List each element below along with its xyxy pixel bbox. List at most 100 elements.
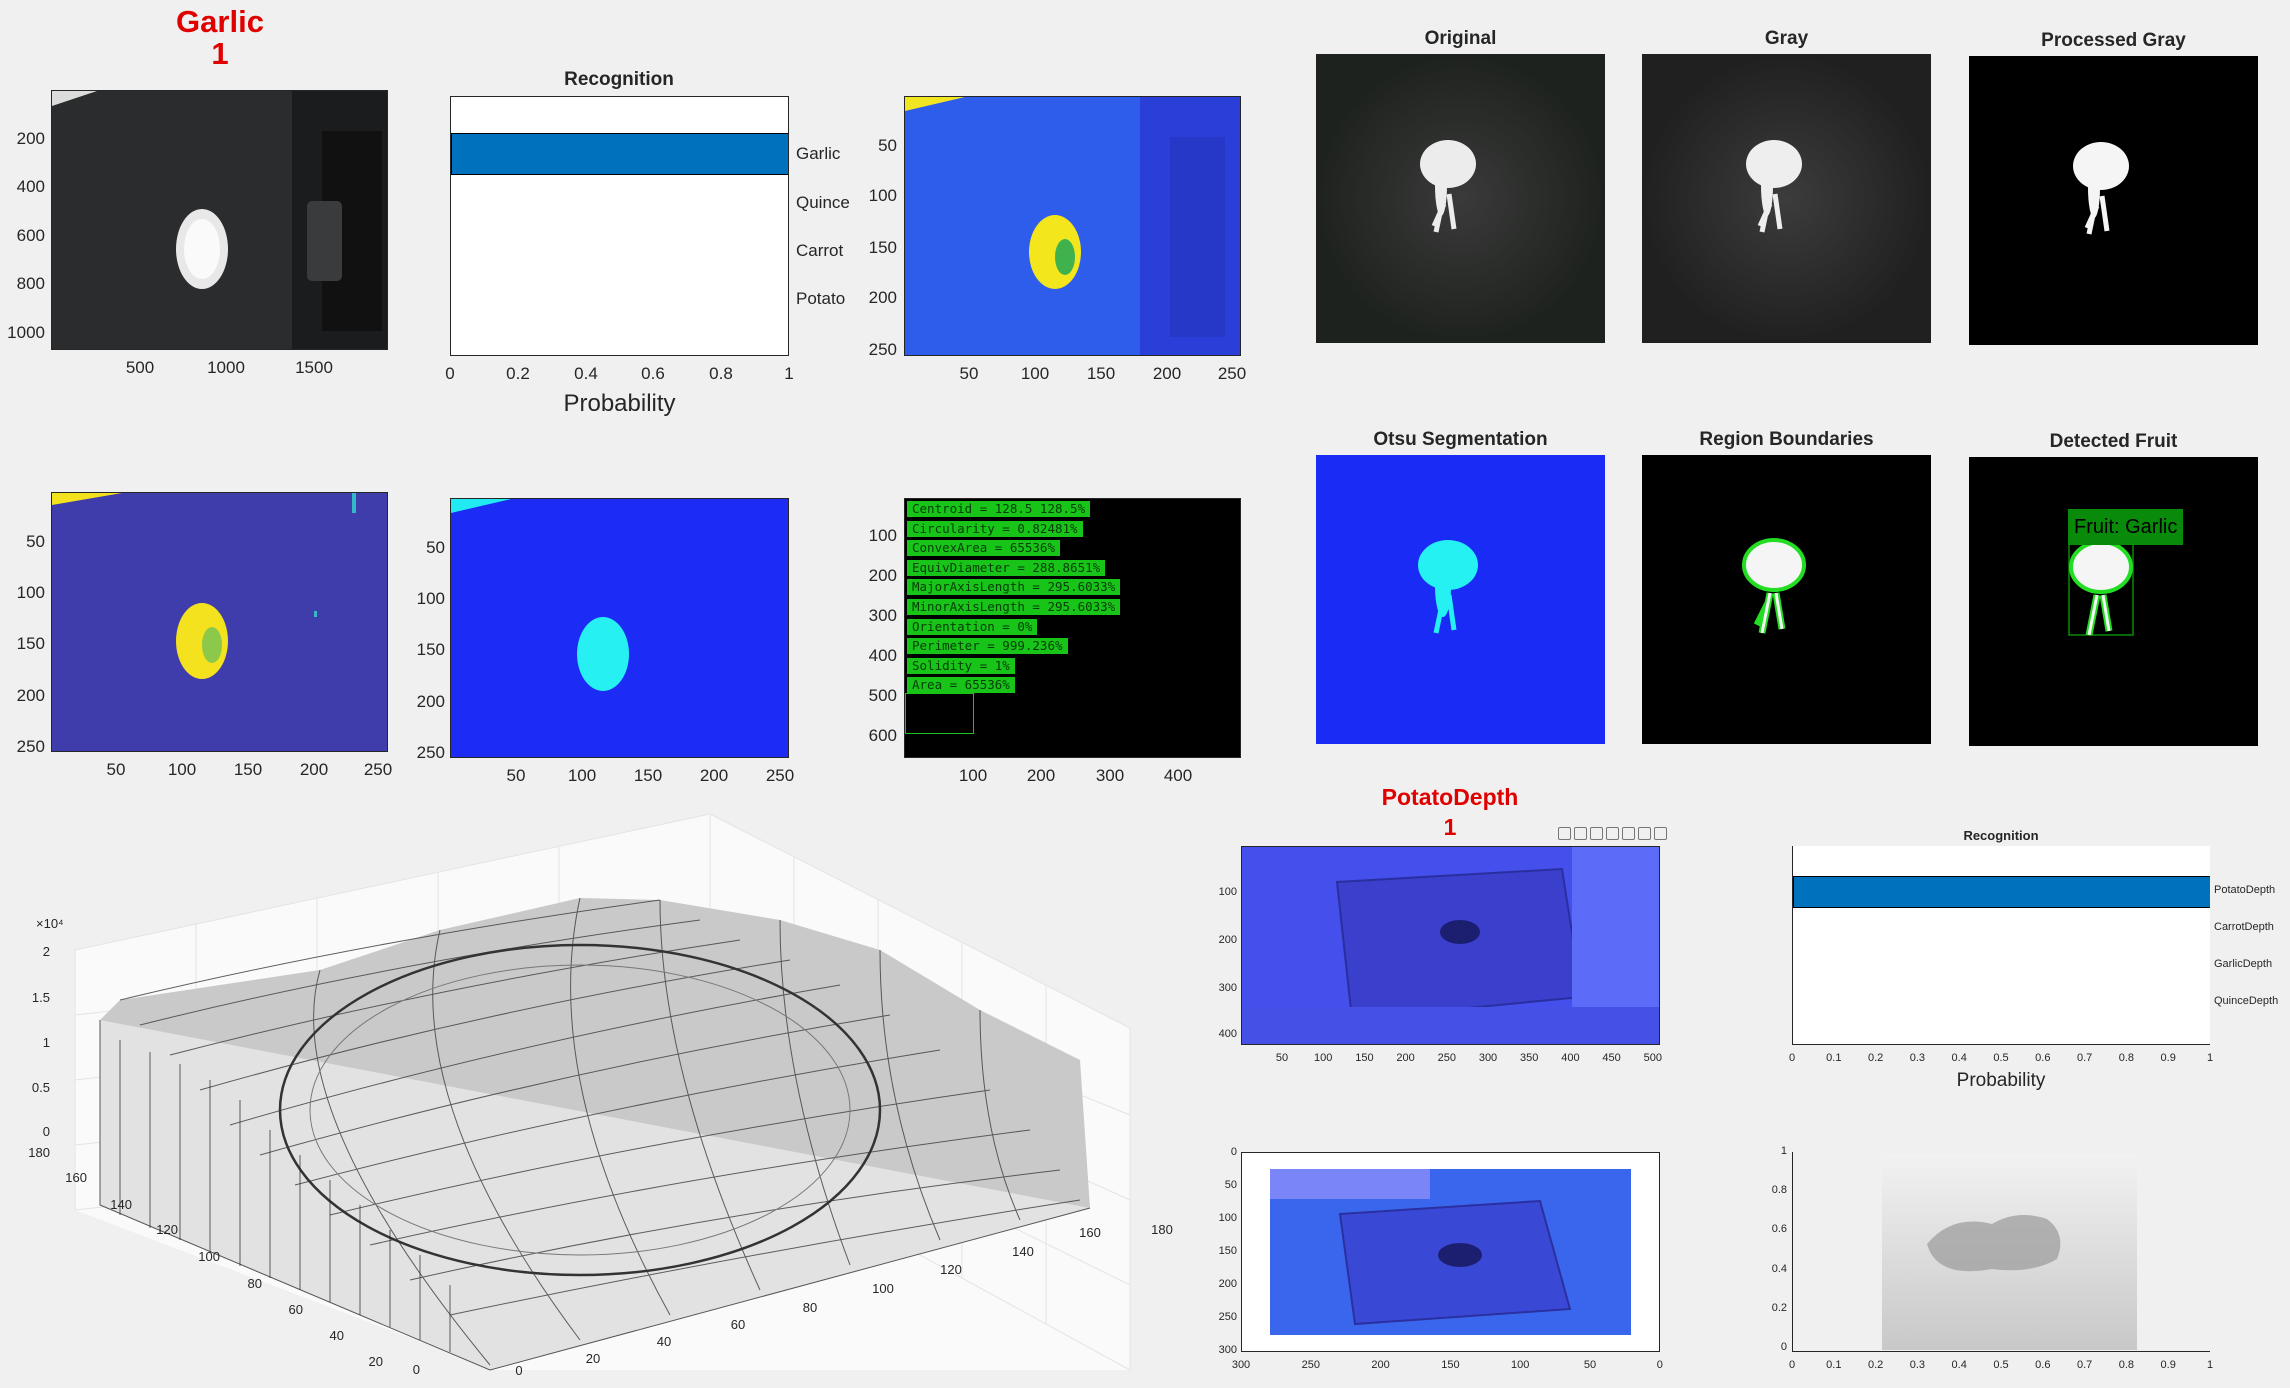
y-tick-label: 1000 (7, 323, 45, 342)
y-tick-label: 100 (868, 526, 897, 545)
garlic-probability-bar (451, 133, 788, 175)
export-icon[interactable] (1558, 827, 1571, 840)
x-tick-label: 250 (1437, 1052, 1456, 1064)
processed-gray-image[interactable] (1969, 56, 2258, 345)
garlic-photo-image (52, 91, 387, 349)
zoom-in-icon[interactable] (1622, 827, 1635, 840)
y-tick-label: 50 (1224, 1179, 1237, 1191)
x-tick-label: 200 (1026, 766, 1056, 785)
x-tick-label: 100 (872, 1281, 894, 1296)
detected-fruit-image[interactable]: Fruit: Garlic (1969, 457, 2258, 746)
y-tick-label: 200 (16, 129, 45, 148)
gray-image[interactable] (1642, 54, 1931, 343)
x-tick-label: 20 (585, 1351, 601, 1366)
y-tick-label: 0.8 (1771, 1184, 1787, 1197)
x-tick-label: 0.3 (1909, 1359, 1926, 1371)
brush-icon[interactable] (1574, 827, 1587, 840)
boundaries-image[interactable] (1642, 455, 1931, 744)
z-tick-label: 0.5 (31, 1080, 50, 1095)
x-tick-label: 60 (730, 1317, 746, 1332)
feature-row: ConvexArea = 65536% (907, 540, 1060, 557)
x-tick-label: 0.5 (1993, 1359, 2009, 1371)
colormap-axes-1[interactable] (904, 96, 1241, 356)
x-tick-label: 300 (1231, 1359, 1251, 1371)
y-tick-label: 60 (288, 1302, 303, 1317)
x-tick-label: 150 (1355, 1052, 1374, 1064)
colormap-axes-3[interactable] (450, 498, 789, 758)
garlic-title: Garlic 1 (150, 6, 290, 70)
class-label: Potato (796, 289, 846, 308)
x-tick-label: 100 (1314, 1052, 1333, 1064)
x-tick-label: 1 (2206, 1359, 2214, 1371)
home-icon[interactable] (1654, 827, 1667, 840)
y-tick-label: 50 (26, 532, 45, 551)
y-tick-label: 0 (1780, 1341, 1787, 1353)
x-tick-label: 0.4 (1951, 1359, 1967, 1371)
y-tick-label: 0.6 (1771, 1223, 1787, 1236)
x-tick-label: 0.2 (1867, 1052, 1884, 1064)
x-tick-label: 0.1 (1826, 1359, 1842, 1371)
y-tick-label: 200 (416, 692, 445, 711)
x-tick-label: 200 (1371, 1359, 1390, 1371)
y-tick-label: 300 (1218, 982, 1237, 994)
x-tick-label: 1000 (207, 358, 245, 377)
feature-axes[interactable]: Centroid = 128.5 128.5% Circularity = 0.8… (904, 498, 1241, 758)
class-label: PotatoDepth (2214, 884, 2276, 896)
x-tick-label: 250 (1301, 1359, 1320, 1371)
x-tick-label: 50 (106, 760, 126, 779)
colormap-axes-2[interactable] (51, 492, 388, 752)
axes-toolbar[interactable] (1555, 827, 1667, 845)
colormap-image-1 (905, 97, 1240, 355)
y-tick-label: 400 (16, 177, 45, 196)
z-tick-label: 1 (42, 1035, 50, 1050)
x-tick-label: 0 (1788, 1052, 1796, 1064)
x-tick-label: 0.9 (2160, 1359, 2176, 1371)
otsu-image[interactable] (1316, 455, 1605, 744)
zoom-out-icon[interactable] (1638, 827, 1651, 840)
depth-image-axes[interactable] (1241, 846, 1660, 1045)
y-tick-label: 200 (16, 686, 45, 705)
y-tick-label: 250 (868, 340, 897, 359)
recognition-depth-xlabel: Probability (1956, 1070, 2046, 1091)
original-image[interactable] (1316, 54, 1605, 343)
recognition-axes[interactable] (450, 96, 789, 356)
class-label: CarrotDepth (2214, 921, 2274, 933)
stage-title-original: Original (1424, 28, 1497, 49)
x-tick-label: 150 (633, 766, 663, 785)
feature-row: MinorAxisLength = 295.6033% (907, 599, 1121, 615)
garlic-photo-axes[interactable] (51, 90, 388, 350)
y-tick-label: 800 (16, 274, 45, 293)
x-tick-label: 200 (1396, 1052, 1415, 1064)
y-tick-label: 0 (412, 1362, 420, 1377)
recognition-depth-axes[interactable] (1792, 846, 2210, 1045)
flipped-depth-axes[interactable] (1241, 1152, 1660, 1352)
y-tick-label: 100 (416, 589, 445, 608)
x-tick-label: 0.7 (2076, 1359, 2093, 1371)
depth-mesh-plot[interactable] (20, 810, 1200, 1380)
x-tick-label: 0.3 (1909, 1052, 1926, 1064)
stage-title-processed-gray: Processed Gray (2041, 30, 2186, 51)
y-tick-label: 600 (868, 726, 897, 745)
y-tick-label: 50 (426, 538, 445, 557)
potato-count: 1 (1443, 814, 1457, 840)
stage-title-boundaries: Region Boundaries (1699, 429, 1874, 450)
feature-row: Solidity = 1% (907, 657, 1015, 674)
y-tick-label: 250 (1218, 1311, 1237, 1323)
y-tick-label: 100 (16, 583, 45, 602)
x-tick-label: 0.8 (2118, 1052, 2135, 1064)
class-label: Quince (796, 193, 850, 212)
x-tick-label: 0 (1656, 1359, 1663, 1371)
gray-depth-axes[interactable] (1792, 1152, 2210, 1352)
x-tick-label: 250 (765, 766, 795, 785)
datatip-icon[interactable] (1606, 827, 1619, 840)
y-tick-label: 0 (1230, 1146, 1237, 1158)
potato-title: PotatoDepth 1 (1330, 782, 1570, 842)
y-tick-label: 300 (868, 606, 897, 625)
y-tick-label: 200 (868, 566, 897, 585)
depth-image (1242, 847, 1659, 1044)
y-tick-label: 20 (368, 1354, 383, 1369)
pan-icon[interactable] (1590, 827, 1603, 840)
class-label: QuinceDepth (2214, 995, 2279, 1007)
class-label: Garlic (796, 144, 841, 163)
y-tick-label: 80 (247, 1276, 262, 1291)
